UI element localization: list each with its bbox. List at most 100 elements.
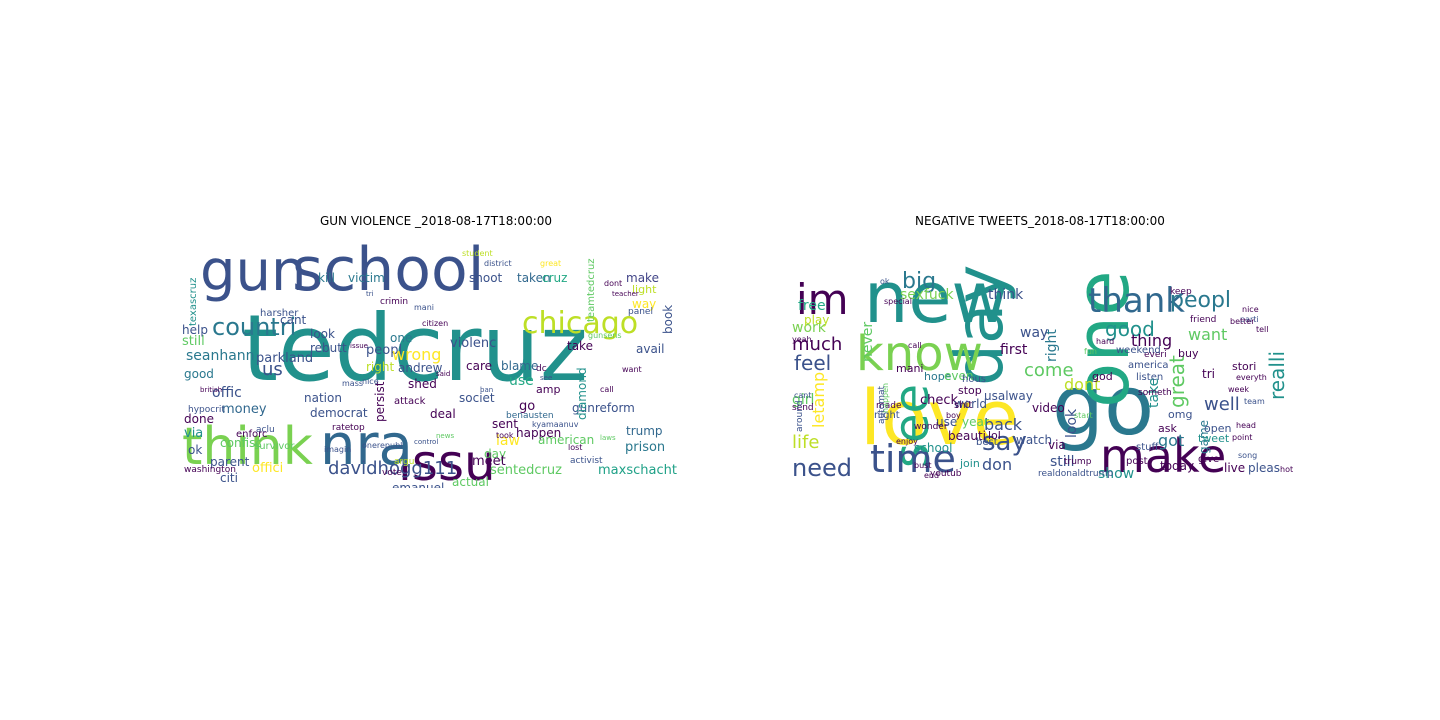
cloud-word: god: [1092, 370, 1113, 383]
cloud-word: post: [1126, 456, 1148, 467]
cloud-word: issu: [398, 434, 496, 488]
cloud-word: want: [622, 365, 642, 374]
cloud-word: year: [962, 415, 989, 429]
cloud-word: girl: [792, 392, 814, 408]
cloud-word: everyth: [1236, 373, 1267, 382]
cloud-word: care: [466, 359, 492, 373]
cloud-word: bust: [914, 461, 931, 470]
cloud-word: new: [864, 257, 1009, 339]
cloud-word: law: [496, 433, 520, 449]
cloud-word: nice: [362, 377, 379, 386]
cloud-word: good: [1105, 317, 1155, 341]
cloud-word: happen: [881, 383, 890, 413]
cloud-word: american: [538, 433, 594, 447]
cloud-word: help: [182, 323, 208, 337]
cloud-word: right: [366, 360, 394, 374]
cloud-word: week: [1228, 385, 1249, 394]
cloud-word: take: [1146, 378, 1162, 408]
cloud-word: friend: [1190, 315, 1216, 325]
cloud-word: ok: [188, 443, 202, 457]
cloud-word: school: [914, 441, 952, 455]
cloud-word: got: [1158, 431, 1184, 450]
cloud-word: enforc: [236, 429, 268, 440]
cloud-word: deal: [430, 407, 456, 421]
cloud-word: laws: [600, 434, 616, 442]
cloud-word: blame: [501, 359, 538, 373]
cloud-word: control: [414, 438, 438, 446]
cloud-word: go: [519, 399, 535, 414]
cloud-word: cruz: [542, 271, 567, 285]
cloud-word: school: [292, 235, 484, 305]
cloud-word: taken: [517, 271, 551, 285]
cloud-word: done: [184, 412, 214, 426]
cloud-word: sentedcruz: [490, 463, 562, 478]
cloud-word: took: [496, 431, 514, 440]
cloud-word: big: [902, 269, 936, 294]
cloud-word: parkland: [256, 351, 313, 366]
cloud-word: point: [1232, 433, 1252, 442]
cloud-word: fun: [1084, 347, 1097, 356]
cloud-word: free: [798, 298, 826, 314]
cloud-word: make: [1100, 429, 1226, 483]
cloud-word: end: [924, 471, 939, 480]
cloud-word: shed: [408, 377, 437, 391]
cloud-word: gunsens: [588, 331, 622, 340]
cloud-word: countri: [212, 313, 296, 341]
cloud-word: societ: [459, 391, 495, 405]
cloud-word: send: [792, 403, 814, 413]
cloud-word: say: [982, 427, 1027, 457]
cloud-word: way: [632, 297, 656, 311]
cloud-word: around: [795, 400, 805, 432]
cloud-word: tweet: [1198, 432, 1230, 445]
cloud-word: panel: [628, 307, 653, 317]
cloud-word: chicago: [522, 306, 638, 341]
cloud-word: attack: [394, 396, 426, 407]
cloud-word: don: [982, 455, 1012, 474]
cloud-word: go: [1052, 359, 1154, 454]
cloud-word: parti: [1240, 315, 1259, 324]
cloud-word: look: [310, 327, 335, 341]
cloud-word: crimin: [380, 297, 408, 307]
cloud-word: nice: [1242, 305, 1259, 314]
cloud-word: stuff: [1136, 442, 1159, 453]
cloud-word: kyamaanuv: [532, 420, 579, 429]
cloud-word: mass: [342, 379, 363, 388]
cloud-word: diamond: [575, 367, 589, 420]
cloud-word: ok: [880, 277, 890, 286]
cloud-word: tell: [1256, 325, 1269, 334]
cloud-word: ask: [1158, 422, 1177, 435]
cloud-word: imagin: [324, 445, 351, 454]
cloud-word: nation: [304, 391, 342, 405]
cloud-word: make: [626, 271, 659, 285]
cloud-word: world: [954, 397, 987, 411]
cloud-word: boy: [946, 411, 961, 420]
cloud-word: trump: [1064, 457, 1092, 467]
cloud-word: know: [856, 326, 983, 382]
cloud-word: usalway: [984, 389, 1033, 403]
cloud-word: day: [941, 265, 1018, 386]
cloud-word: today: [1160, 459, 1194, 473]
cloud-word: top: [350, 423, 365, 433]
cloud-word: best: [976, 437, 998, 448]
cloud-word: take: [567, 339, 593, 353]
cloud-word: think: [988, 287, 1024, 303]
cloud-word: prison: [625, 440, 665, 455]
cloud-word: texascruz: [188, 278, 199, 326]
cloud-word: parent: [210, 455, 250, 469]
cloud-word: right: [1044, 329, 1060, 362]
cloud-word: tri: [1202, 367, 1215, 381]
cloud-word: someth: [1138, 388, 1172, 398]
cloud-word: well: [1204, 394, 1240, 415]
cloud-word: harsher: [260, 308, 299, 319]
cloud-word: student: [462, 249, 493, 258]
cloud-word: song: [1238, 451, 1257, 460]
cloud-word: happen: [516, 426, 561, 440]
cloud-word: first: [1000, 342, 1028, 358]
cloud-word: rebutt: [310, 341, 347, 355]
cloud-word: sexfuck: [900, 287, 954, 303]
cloud-word: automat: [877, 385, 887, 424]
cloud-word: omg: [1168, 408, 1192, 421]
cloud-word: everi: [1144, 350, 1167, 360]
cloud-word: thank: [1088, 281, 1185, 321]
cloud-word: issue: [350, 342, 368, 350]
